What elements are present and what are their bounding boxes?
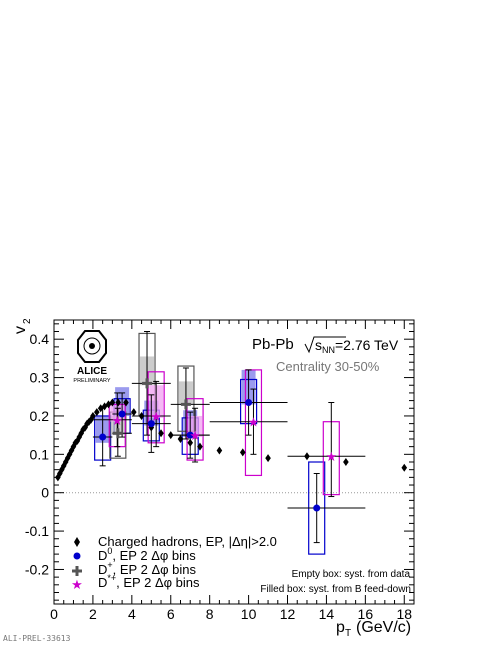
svg-text:=2.76 TeV: =2.76 TeV [335, 337, 399, 353]
dplus-point [180, 399, 191, 410]
hadron-point [57, 469, 63, 478]
svg-text:NN: NN [322, 345, 335, 355]
dplus-point [142, 378, 153, 389]
x-tick-label: 6 [167, 606, 175, 622]
hadron-point [187, 438, 194, 447]
d0-point [99, 433, 107, 441]
hadron-point [304, 452, 310, 461]
hadron-point [130, 408, 137, 417]
hadron-point [167, 431, 174, 440]
d0-point [245, 399, 253, 407]
hadron-point [343, 458, 349, 466]
dplus-point [112, 428, 123, 439]
logo-text: ALICE [77, 366, 107, 377]
y-tick-label: 0.4 [30, 331, 50, 347]
x-tick-label: 10 [241, 606, 257, 622]
dstar-point: ★ [325, 449, 337, 464]
d0-point [186, 431, 194, 439]
x-tick-label: 8 [206, 606, 214, 622]
hadron-point [158, 429, 164, 438]
x-tick-label: 18 [396, 606, 412, 622]
dstar-point: ★ [111, 413, 123, 428]
svg-text:T: T [345, 628, 351, 639]
logo-subtext: PRELIMINARY [73, 378, 111, 384]
hadron-point [109, 398, 116, 407]
legend-marker-hadrons [74, 537, 80, 547]
legend-marker-dstar: ★ [71, 577, 83, 592]
dstar-point: ★ [150, 409, 162, 424]
y-tick-label: 0.3 [30, 370, 50, 386]
y-tick-label: 0.1 [30, 446, 50, 462]
d0-point [118, 410, 126, 418]
data-markers: ★ ★ ★ ★ ★ [55, 378, 408, 512]
dstar-point: ★ [189, 428, 201, 443]
energy-label: s NN =2.76 TeV [304, 336, 399, 355]
hadron-point [123, 398, 129, 407]
systematic-boxes [94, 332, 340, 555]
hadron-point [177, 434, 184, 443]
svg-text:p: p [336, 619, 345, 636]
hadron-point [94, 408, 100, 417]
axes: 0 2 4 6 8 10 12 14 16 18 -0.2 -0.1 0 0.1 0.2 0.3 0.4 [25, 319, 415, 622]
svg-text:v: v [12, 326, 29, 334]
d0-point [147, 420, 155, 428]
x-tick-label: 14 [319, 606, 335, 622]
centrality-label: Centrality 30-50% [276, 359, 380, 374]
legend-marker-d0 [73, 552, 81, 560]
x-tick-label: 16 [358, 606, 374, 622]
hadron-point [401, 463, 408, 472]
hadron-point [115, 398, 122, 407]
hadron-point [90, 411, 96, 420]
dstar-point: ★ [248, 415, 260, 430]
note-filled-box: Filled box: syst. from B feed-down [260, 584, 411, 595]
hadron-point [265, 454, 271, 463]
legend-hadrons: Charged hadrons, EP, |Δη|>2.0 [98, 534, 277, 549]
y-tick-label: 0.2 [30, 408, 50, 424]
svg-text:(GeV/c): (GeV/c) [356, 619, 411, 636]
x-tick-label: 0 [50, 606, 58, 622]
y-tick-label: -0.1 [25, 523, 49, 539]
note-empty-box: Empty box: syst. from data [292, 569, 411, 580]
y-tick-label: -0.2 [25, 561, 49, 577]
system-label: Pb-Pb [252, 336, 294, 353]
x-tick-label: 4 [128, 606, 136, 622]
hadron-point [138, 411, 145, 420]
legend-d0: D0, EP 2 Δφ bins [98, 546, 196, 563]
d0-point [313, 504, 321, 512]
syst-box [244, 369, 263, 477]
legend-marker-dplus [72, 566, 82, 576]
legend-dplus: D+, EP 2 Δφ bins [98, 560, 197, 577]
y-tick-label: 0 [41, 485, 49, 501]
svg-text:s: s [315, 337, 322, 353]
hadron-point [216, 446, 223, 455]
x-axis-title: p T (GeV/c) [336, 619, 411, 639]
legend-dstar: D*+, EP 2 Δφ bins [98, 573, 200, 590]
y-axis-title: v 2 [12, 318, 33, 334]
legend: Charged hadrons, EP, |Δη|>2.0 D0, EP 2 Δ… [71, 534, 277, 592]
alice-logo: ALICE PRELIMINARY [73, 330, 111, 384]
x-tick-label: 12 [280, 606, 296, 622]
x-tick-label: 2 [89, 606, 97, 622]
svg-text:2: 2 [22, 318, 33, 324]
hadron-point [197, 442, 203, 451]
hadron-point [239, 448, 246, 457]
watermark: ALI-PREL-33613 [3, 634, 71, 643]
